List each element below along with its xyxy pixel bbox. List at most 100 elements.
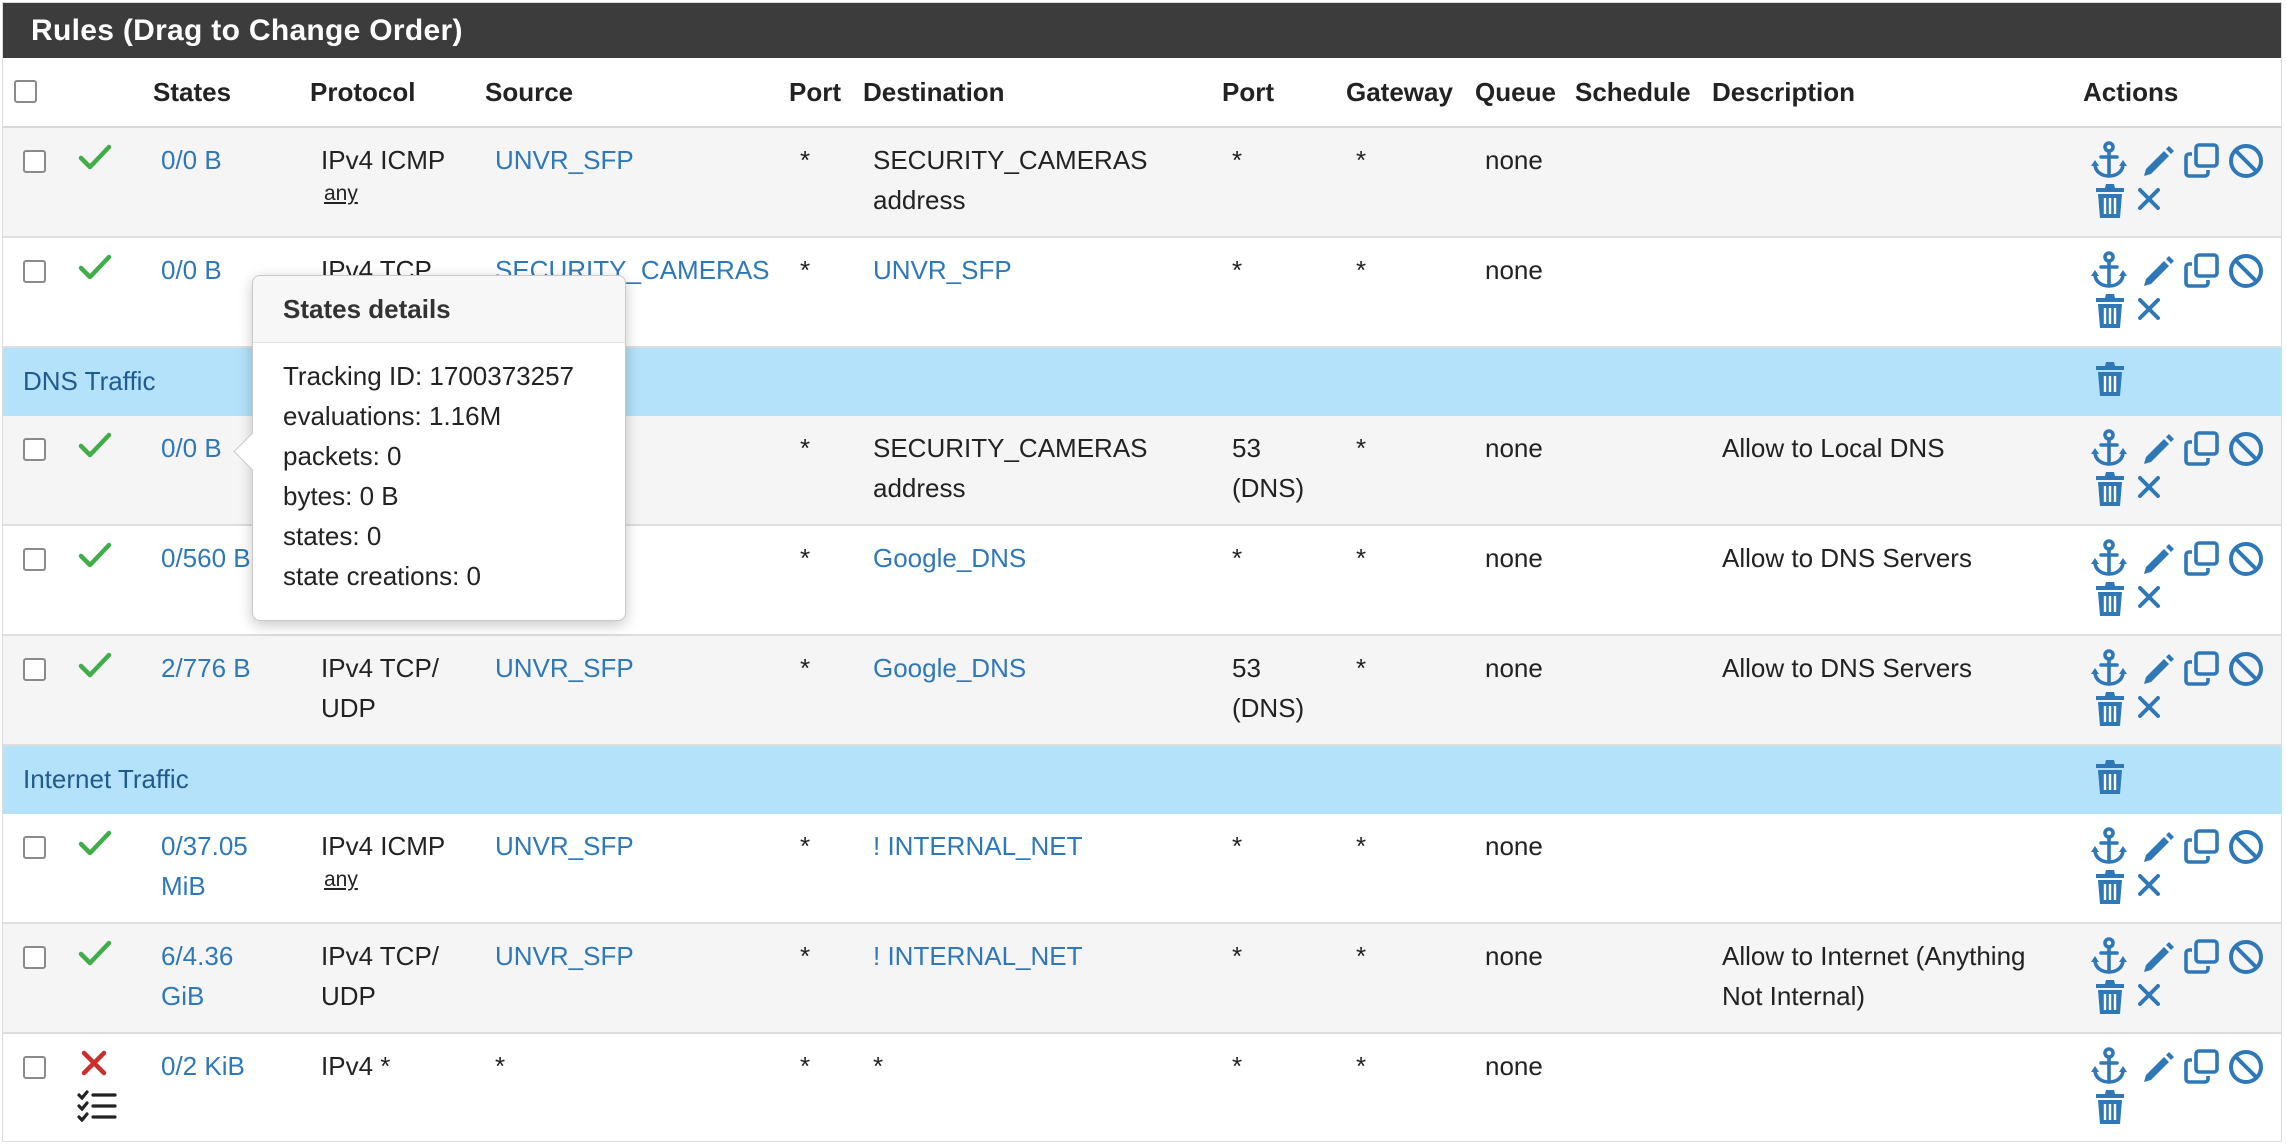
source-alias[interactable]: UNVR_SFP <box>495 941 634 971</box>
disable-icon[interactable] <box>2227 650 2265 688</box>
copy-icon[interactable] <box>2183 650 2221 688</box>
destination-alias[interactable]: ! INTERNAL_NET <box>873 831 1083 861</box>
disable-icon[interactable] <box>2227 540 2265 578</box>
delete-x-icon[interactable] <box>2134 184 2164 214</box>
row-checkbox[interactable] <box>23 1056 46 1079</box>
delete-x-icon[interactable] <box>2134 472 2164 502</box>
states-link[interactable]: 0/560 B <box>161 543 251 573</box>
copy-icon[interactable] <box>2183 142 2221 180</box>
destination-alias[interactable]: Google_DNS <box>873 653 1027 683</box>
copy-icon[interactable] <box>2183 252 2221 290</box>
states-link[interactable]: 0/0 B <box>161 145 222 175</box>
anchor-icon[interactable] <box>2089 1046 2129 1086</box>
pencil-icon[interactable] <box>2139 142 2177 180</box>
header-description[interactable]: Description <box>1712 77 1856 107</box>
disable-icon[interactable] <box>2227 828 2265 866</box>
row-checkbox[interactable] <box>23 260 46 283</box>
trash-icon[interactable] <box>2093 182 2127 220</box>
anchor-icon[interactable] <box>2089 648 2129 688</box>
row-checkbox[interactable] <box>23 150 46 173</box>
row-checkbox[interactable] <box>23 548 46 571</box>
trash-icon[interactable] <box>2093 978 2127 1016</box>
pencil-icon[interactable] <box>2139 430 2177 468</box>
icmp-subtype-link[interactable]: any <box>324 868 358 891</box>
disable-icon[interactable] <box>2227 252 2265 290</box>
anchor-icon[interactable] <box>2089 250 2129 290</box>
header-protocol[interactable]: Protocol <box>310 77 416 107</box>
trash-icon[interactable] <box>2093 690 2127 728</box>
delete-x-icon[interactable] <box>2134 294 2164 324</box>
icmp-subtype-link[interactable]: any <box>324 182 358 205</box>
pencil-icon[interactable] <box>2139 1048 2177 1086</box>
trash-icon[interactable] <box>2093 868 2127 906</box>
copy-icon[interactable] <box>2183 540 2221 578</box>
states-link[interactable]: 0/37.05 <box>161 831 248 861</box>
pencil-icon[interactable] <box>2139 938 2177 976</box>
pencil-icon[interactable] <box>2139 828 2177 866</box>
table-row[interactable]: 0/0 B IPv4 ICMP any UNVR_SFP * SECURITY_CAMER… <box>3 128 2281 238</box>
header-source-port[interactable]: Port <box>789 77 841 107</box>
anchor-icon[interactable] <box>2089 428 2129 468</box>
trash-icon[interactable] <box>2093 1088 2127 1126</box>
destination-port: * <box>1232 831 1243 861</box>
source-alias[interactable]: UNVR_SFP <box>495 653 634 683</box>
states-link[interactable]: 6/4.36 <box>161 941 234 971</box>
header-destination-port[interactable]: Port <box>1222 77 1274 107</box>
delete-x-icon[interactable] <box>2134 582 2164 612</box>
delete-x-icon[interactable] <box>2134 980 2164 1010</box>
states-link-unit[interactable]: GiB <box>161 981 205 1011</box>
states-link[interactable]: 0/0 B <box>161 255 222 285</box>
header-source[interactable]: Source <box>485 77 574 107</box>
states-link[interactable]: 0/0 B <box>161 433 222 463</box>
trash-icon[interactable] <box>2093 580 2127 618</box>
states-link[interactable]: 2/776 B <box>161 653 251 683</box>
popover-line: packets: 0 <box>283 441 402 471</box>
row-checkbox[interactable] <box>23 946 46 969</box>
table-row[interactable]: 2/776 B IPv4 TCP/UDP UNVR_SFP * Google_DNS 53… <box>3 636 2281 746</box>
header-queue[interactable]: Queue <box>1475 77 1556 107</box>
destination-alias[interactable]: Google_DNS <box>873 543 1027 573</box>
anchor-icon[interactable] <box>2089 826 2129 866</box>
table-row[interactable]: 6/4.36 GiB IPv4 TCP/UDP UNVR_SFP * ! INTERNAL… <box>3 924 2281 1034</box>
header-states[interactable]: States <box>153 77 232 107</box>
copy-icon[interactable] <box>2183 938 2221 976</box>
disable-icon[interactable] <box>2227 1048 2265 1086</box>
copy-icon[interactable] <box>2183 430 2221 468</box>
disable-icon[interactable] <box>2227 142 2265 180</box>
row-checkbox[interactable] <box>23 836 46 859</box>
destination-port: * <box>1232 1051 1243 1081</box>
pencil-icon[interactable] <box>2139 540 2177 578</box>
row-checkbox[interactable] <box>23 658 46 681</box>
table-row[interactable]: 0/2 KiB IPv4 * * * * * * none <box>3 1034 2281 1141</box>
destination-alias[interactable]: ! INTERNAL_NET <box>873 941 1083 971</box>
trash-icon[interactable] <box>2093 470 2127 508</box>
trash-icon[interactable] <box>2093 292 2127 330</box>
trash-icon[interactable] <box>2093 360 2127 398</box>
disable-icon[interactable] <box>2227 430 2265 468</box>
popover-line: states: 0 <box>283 521 382 551</box>
states-link-unit[interactable]: MiB <box>161 871 206 901</box>
copy-icon[interactable] <box>2183 828 2221 866</box>
anchor-icon[interactable] <box>2089 538 2129 578</box>
checklist-icon[interactable] <box>77 1090 117 1123</box>
select-all-checkbox[interactable] <box>14 80 37 103</box>
header-destination[interactable]: Destination <box>863 77 1005 107</box>
delete-x-icon[interactable] <box>2134 870 2164 900</box>
pencil-icon[interactable] <box>2139 650 2177 688</box>
row-checkbox[interactable] <box>23 438 46 461</box>
separator-row[interactable]: Internet Traffic <box>3 746 2281 814</box>
pencil-icon[interactable] <box>2139 252 2177 290</box>
copy-icon[interactable] <box>2183 1048 2221 1086</box>
source-alias[interactable]: UNVR_SFP <box>495 145 634 175</box>
destination-alias[interactable]: UNVR_SFP <box>873 255 1012 285</box>
trash-icon[interactable] <box>2093 758 2127 796</box>
header-gateway[interactable]: Gateway <box>1346 77 1453 107</box>
table-row[interactable]: 0/37.05 MiB IPv4 ICMP any UNVR_SFP * ! INTERNA… <box>3 814 2281 924</box>
source-alias[interactable]: UNVR_SFP <box>495 831 634 861</box>
anchor-icon[interactable] <box>2089 140 2129 180</box>
disable-icon[interactable] <box>2227 938 2265 976</box>
anchor-icon[interactable] <box>2089 936 2129 976</box>
delete-x-icon[interactable] <box>2134 692 2164 722</box>
states-link[interactable]: 0/2 KiB <box>161 1051 245 1081</box>
header-schedule[interactable]: Schedule <box>1575 77 1691 107</box>
